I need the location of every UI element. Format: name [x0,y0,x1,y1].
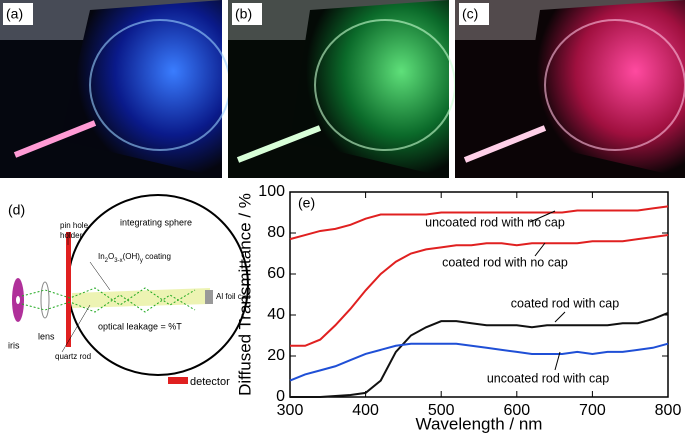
annotation-arrow [554,311,566,323]
y-tick-label: 20 [267,347,285,364]
panel-labels: (a) (b) (c) (d) [3,3,489,218]
series-line [290,234,669,347]
y-tick-label: 60 [267,265,285,282]
x-tick-label: 600 [503,402,530,419]
label-box [232,3,262,25]
t: (OH) [123,252,141,261]
label: lens [38,331,55,341]
chart: 300 400 500 600 700 800 0 20 40 60 80 100 Wavelength… [235,183,681,433]
y-tick-label: 100 [258,183,285,200]
t: y [140,258,143,264]
label: iris [8,340,20,350]
panel-label: (d) [8,202,25,218]
t: coating [143,252,171,261]
annotation-arrow [529,210,556,223]
series-line [290,312,669,398]
t: In [98,252,105,261]
label: integrating sphere [120,217,192,227]
panel-label: (b) [235,6,252,22]
photo-b [228,0,456,178]
annotation: coated rod with cap [511,296,619,310]
series-line [289,205,669,241]
t: 2 [105,258,109,264]
x-tick-label: 700 [579,402,606,419]
x-tick-label: 400 [352,402,379,419]
x-tick-label: 300 [277,402,304,419]
panel-label: (e) [298,195,315,211]
annotation: coated rod with no cap [442,255,568,269]
y-tick-label: 0 [276,388,285,405]
series-line [289,342,669,382]
label: detector [190,376,230,388]
coating-label: In2O3-x(OH)y coating [98,252,171,263]
photo-c [455,0,685,178]
x-tick-label: 500 [428,402,455,419]
photo-a [0,0,231,178]
x-axis-label: Wavelength / nm [416,414,543,433]
annotation: uncoated rod with cap [487,371,609,385]
panel-label: (c) [462,6,478,22]
annotation-arrow [554,351,561,371]
x-tick-label: 800 [655,402,682,419]
label-box [459,3,489,25]
label: Al foil cap [216,292,251,301]
plot-frame [289,191,669,398]
y-tick-label: 40 [267,306,285,323]
y-axis-label: Diffused Transmittance / % [235,193,254,396]
diagram: pin hole holder integrating sphere In2O3… [8,194,251,388]
label: optical leakage = %T [98,321,182,331]
label: pin hole [60,221,89,230]
annotation-arrow [534,242,546,257]
t: O [108,252,114,261]
t: 3-x [114,258,122,264]
label: holder [60,231,83,240]
label: quartz rod [55,352,91,361]
panel-label: (a) [6,6,23,22]
label-box [3,3,33,25]
y-tick-label: 80 [267,224,285,241]
annotation: uncoated rod with no cap [425,215,565,229]
